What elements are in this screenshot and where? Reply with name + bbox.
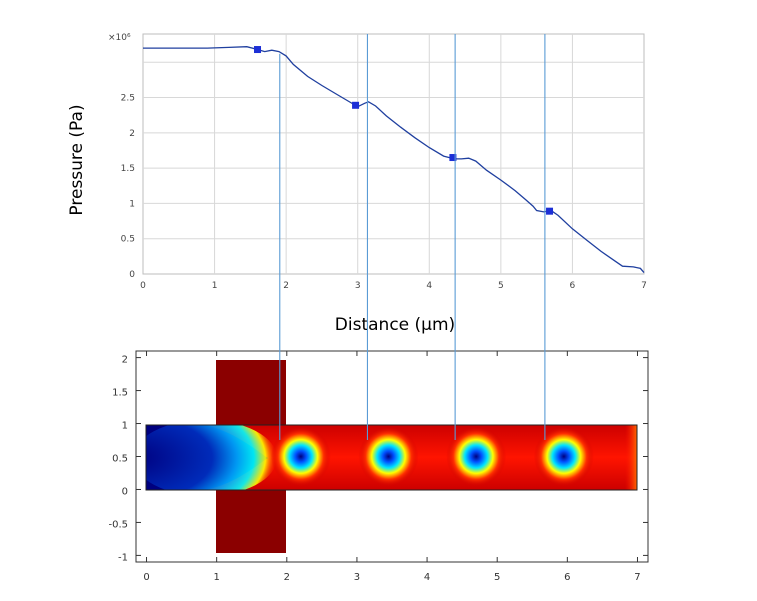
y-axis-title: Pressure (Pa) <box>67 104 87 215</box>
velocity-heatmap-chart: 0 1 2 3 4 5 6 7 -1 -0.5 0 0.5 1 1.5 2 <box>108 350 649 583</box>
top-x-tick-labels: 0 1 2 3 4 5 6 7 <box>140 281 647 291</box>
bottom-x-tick-labels: 0 1 2 3 4 5 6 7 <box>143 351 641 583</box>
vortex <box>533 426 594 487</box>
bottom-y-tick-label: -1 <box>118 552 128 563</box>
top-y-tick-label: 0.5 <box>121 235 135 245</box>
vortex <box>358 426 419 487</box>
bottom-x-tick-label: 0 <box>143 572 149 583</box>
pressure-marker <box>546 207 554 215</box>
vortex <box>270 426 331 487</box>
top-x-tick-label: 6 <box>570 281 576 291</box>
top-plot-area <box>142 33 645 275</box>
bottom-y-tick-label: 2 <box>122 355 128 366</box>
vortex-group <box>270 426 594 487</box>
top-x-tick-label: 0 <box>140 281 146 291</box>
bottom-x-tick-label: 5 <box>494 572 500 583</box>
bottom-y-tick-label: 0.5 <box>112 454 128 465</box>
top-y-tick-label: 2 <box>129 129 135 139</box>
pressure-series-line <box>143 46 645 274</box>
top-x-tick-label: 5 <box>498 281 504 291</box>
pressure-markers <box>254 46 554 215</box>
bottom-x-tick-label: 3 <box>354 572 360 583</box>
pressure-marker <box>449 154 457 162</box>
bottom-y-tick-label: -0.5 <box>108 519 128 530</box>
bottom-x-tick-label: 1 <box>213 572 219 583</box>
pressure-marker <box>254 46 262 54</box>
x-axis-title: Distance (μm) <box>335 315 455 335</box>
pressure-line-chart: 0 1 2 3 4 5 6 7 0 0.5 1 1.5 2 2.5 ×10⁶ Pressure (Pa)… <box>67 33 647 335</box>
top-x-tick-label: 2 <box>283 281 289 291</box>
bottom-y-tick-label: 1.5 <box>112 388 128 399</box>
bottom-x-tick-label: 4 <box>424 572 430 583</box>
top-y-tick-labels: 0 0.5 1 1.5 2 2.5 <box>121 94 136 280</box>
top-x-tick-label: 1 <box>212 281 218 291</box>
bottom-x-tick-label: 6 <box>564 572 570 583</box>
pressure-marker <box>352 101 360 109</box>
top-y-tick-label: 0 <box>129 270 135 280</box>
bottom-y-tick-labels: -1 -0.5 0 0.5 1 1.5 2 <box>108 355 648 563</box>
vortex <box>446 426 507 487</box>
bottom-y-tick-label: 0 <box>122 486 128 497</box>
inlet-flow-gradient <box>146 425 277 490</box>
bottom-x-tick-label: 2 <box>284 572 290 583</box>
bottom-x-tick-label: 7 <box>634 572 640 583</box>
top-x-tick-label: 4 <box>426 281 432 291</box>
top-x-tick-label: 3 <box>355 281 361 291</box>
top-y-tick-label: 1 <box>129 199 135 209</box>
top-x-tick-label: 7 <box>641 281 647 291</box>
bottom-y-tick-label: 1 <box>122 421 128 432</box>
y-exponent-label: ×10⁶ <box>108 33 131 43</box>
top-y-tick-label: 2.5 <box>121 94 135 104</box>
guide-lines <box>279 34 546 441</box>
top-gridlines <box>143 34 644 274</box>
top-y-tick-label: 1.5 <box>121 164 135 174</box>
